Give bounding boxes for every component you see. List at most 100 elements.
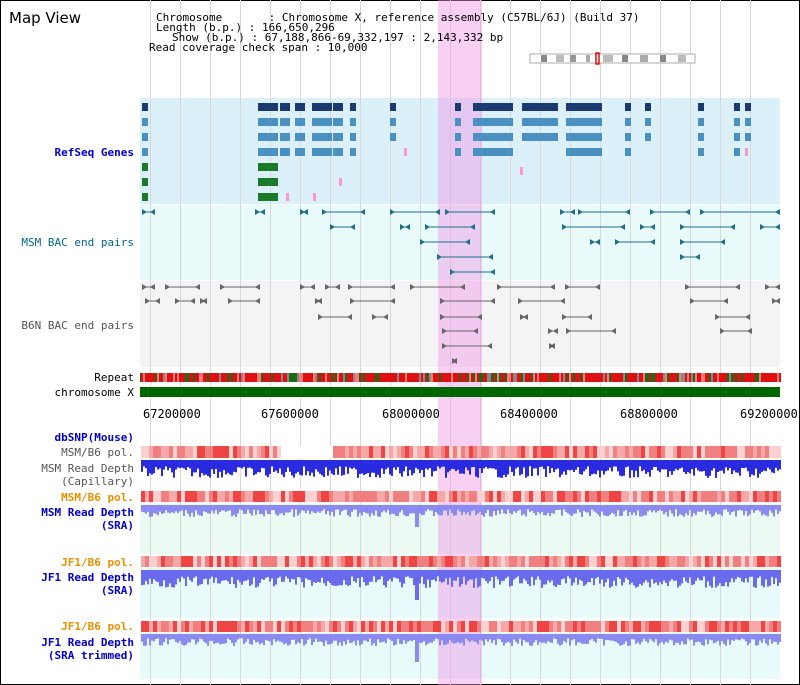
pol-cell	[569, 491, 573, 502]
refseq-gene	[295, 148, 305, 156]
repeat-segment	[417, 373, 419, 382]
depth-bar	[253, 460, 255, 476]
depth-bar	[667, 460, 669, 477]
depth-bar	[267, 634, 269, 641]
depth-bar	[543, 505, 545, 516]
pol-cell	[553, 491, 557, 502]
pol-cell	[141, 621, 145, 632]
msm-bac-pair-end	[562, 224, 567, 230]
depth-bar	[181, 570, 183, 577]
repeat-segment	[247, 373, 249, 382]
depth-bar	[607, 505, 609, 517]
pol-cell	[769, 491, 773, 502]
pol-cell	[721, 556, 725, 567]
depth-bar	[721, 570, 723, 587]
pol-cell	[657, 556, 661, 567]
repeat-segment	[557, 373, 559, 382]
repeat-segment	[279, 373, 281, 382]
repeat-segment	[673, 373, 675, 382]
pol-cell	[481, 621, 485, 632]
track-label-refseq[interactable]: RefSeq Genes	[54, 146, 134, 159]
pol-cell	[493, 621, 497, 632]
pol-cell	[221, 491, 225, 502]
depth-bar	[691, 570, 693, 586]
pol-cell	[673, 491, 677, 502]
depth-bar	[543, 460, 545, 469]
repeat-segment	[519, 373, 521, 382]
pol-cell	[369, 446, 373, 458]
pol-cell	[337, 491, 341, 502]
pol-cell	[333, 556, 337, 567]
repeat-segment	[591, 373, 593, 382]
depth-bar	[203, 460, 205, 476]
depth-bar	[601, 460, 603, 471]
track-label-jf1-b6-pol-2[interactable]: JF1/B6 pol.	[61, 620, 134, 633]
depth-bar	[531, 505, 533, 511]
track-label-msm-depth-sra[interactable]: MSM Read Depth (SRA)	[41, 506, 134, 532]
depth-bar	[393, 570, 395, 578]
refseq-gene	[522, 118, 558, 126]
pol-cell	[525, 446, 529, 458]
repeat-segment	[453, 373, 455, 382]
depth-bar	[655, 634, 657, 640]
track-label-msm-bac[interactable]: MSM BAC end pairs	[21, 236, 134, 249]
depth-bar	[751, 505, 753, 510]
pol-cell	[253, 621, 257, 632]
depth-bar	[183, 460, 185, 469]
pol-cell	[773, 556, 777, 567]
depth-bar	[565, 460, 567, 475]
pol-cell	[545, 491, 549, 502]
depth-bar	[153, 460, 155, 474]
repeat-segment	[263, 373, 265, 382]
pol-cell	[221, 446, 225, 458]
track-label-jf1-depth-sra[interactable]: JF1 Read Depth (SRA)	[41, 571, 134, 597]
pol-cell	[581, 556, 585, 567]
pol-cell	[669, 446, 673, 458]
depth-bar	[663, 505, 665, 515]
depth-bar	[759, 570, 761, 577]
msm-bac-pair-end	[775, 224, 780, 230]
track-label-b6n-bac[interactable]: B6N BAC end pairs	[21, 319, 134, 332]
depth-bar	[529, 634, 531, 646]
depth-bar	[215, 634, 217, 644]
depth-bar	[291, 570, 293, 579]
pol-cell	[405, 556, 409, 567]
depth-bar	[155, 460, 157, 468]
repeat-segment	[281, 373, 283, 382]
gridline	[360, 0, 361, 685]
gridline	[570, 0, 571, 685]
b6n-bac-pair-end	[390, 284, 395, 290]
depth-bar	[209, 570, 211, 579]
axis-tick-3: 68000000	[382, 407, 440, 421]
repeat-segment	[715, 373, 717, 382]
chromosome-ideogram[interactable]	[0, 0, 800, 70]
depth-bar	[699, 460, 701, 472]
depth-bar	[381, 505, 383, 513]
depth-bar	[633, 505, 635, 513]
track-label-jf1-depth-trimmed[interactable]: JF1 Read Depth (SRA trimmed)	[41, 636, 134, 662]
repeat-segment	[747, 373, 749, 382]
pol-cell	[729, 446, 733, 458]
depth-bar	[321, 460, 323, 476]
pol-cell	[417, 446, 421, 458]
track-label-jf1-b6-pol-1[interactable]: JF1/B6 pol.	[61, 556, 134, 569]
repeat-segment	[649, 373, 651, 382]
depth-bar	[593, 505, 595, 512]
track-label-dbsnp[interactable]: dbSNP(Mouse)	[54, 431, 134, 444]
depth-bar	[423, 570, 425, 585]
pol-cell	[205, 621, 209, 632]
repeat-segment	[749, 373, 751, 382]
depth-bar	[695, 634, 697, 643]
pol-cell	[625, 621, 629, 632]
refseq-gene	[473, 133, 513, 141]
depth-bar	[229, 634, 231, 641]
repeat-segment	[409, 373, 411, 382]
depth-bar	[563, 634, 565, 641]
pol-cell	[401, 621, 405, 632]
pol-cell	[605, 446, 609, 458]
repeat-segment	[563, 373, 565, 382]
repeat-segment	[769, 373, 771, 382]
depth-bar	[721, 634, 723, 642]
track-label-msm-b6-pol-2[interactable]: MSM/B6 pol.	[61, 491, 134, 504]
